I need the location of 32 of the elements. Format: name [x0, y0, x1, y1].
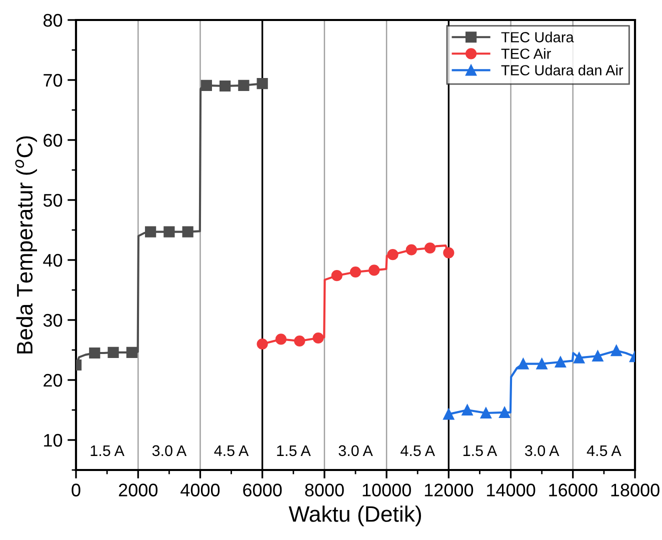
x-axis-title: Waktu (Detik) — [288, 506, 421, 526]
x-tick-label: 18000 — [611, 484, 660, 496]
y-tick-label: 80 — [44, 14, 62, 27]
y-axis-title: Beda Temperatur ($^{o}$C) — [15, 136, 37, 354]
y-tick-label: 30 — [43, 314, 62, 327]
annotation: 4.5 A — [214, 445, 249, 456]
x-tick-label: 8000 — [305, 484, 344, 496]
x-tick-label: 16000 — [549, 484, 598, 496]
y-tick-label: 70 — [44, 74, 62, 87]
y-tick-label: 40 — [43, 254, 62, 267]
annotation: 1.5 A — [277, 445, 311, 456]
annotation: 1.5 A — [90, 445, 124, 456]
annotation: 4.5 A — [400, 445, 435, 456]
x-tick-label: 14000 — [487, 484, 536, 496]
annotation: 1.5 A — [463, 445, 498, 456]
y-tick-label: 20 — [44, 374, 62, 387]
y-tick-label: 50 — [43, 194, 62, 207]
x-tick-label: 10000 — [362, 484, 411, 496]
y-tick-label: 10 — [44, 434, 62, 447]
annotation: 3.0 A — [525, 445, 560, 456]
x-tick-label: 4000 — [180, 484, 220, 496]
x-tick-label: 6000 — [243, 484, 282, 496]
x-tick-label: 2000 — [118, 484, 158, 496]
annotation: 3.0 A — [338, 445, 373, 456]
y-tick-label: 60 — [44, 134, 62, 147]
annotation: 3.0 A — [152, 445, 187, 456]
x-tick-label: 12000 — [424, 484, 474, 496]
annotation: 4.5 A — [586, 445, 622, 456]
x-tick-label: 0 — [72, 484, 80, 496]
legend-label: TEC Udara dan Air — [501, 64, 624, 76]
legend-label: TEC Air — [501, 48, 551, 59]
legend-label: TEC Udara — [501, 32, 574, 42]
